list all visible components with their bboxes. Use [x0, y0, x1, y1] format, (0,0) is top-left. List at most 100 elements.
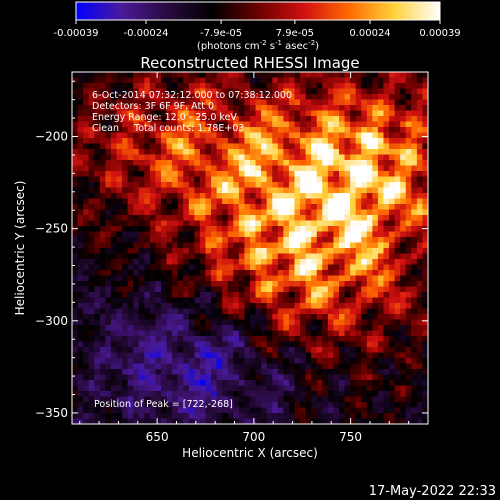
heatmap-pixel [361, 297, 368, 304]
heatmap-pixel [94, 253, 101, 260]
heatmap-pixel [266, 264, 273, 271]
heatmap-pixel [88, 303, 95, 309]
heatmap-pixel [99, 231, 106, 238]
heatmap-pixel [144, 182, 151, 188]
heatmap-pixel [327, 171, 334, 177]
heatmap-pixel [311, 314, 318, 320]
heatmap-pixel [361, 369, 368, 375]
heatmap-pixel [283, 209, 290, 216]
heatmap-pixel [416, 149, 423, 155]
heatmap-pixel [366, 253, 373, 260]
heatmap-pixel [422, 303, 428, 309]
heatmap-pixel [344, 363, 351, 370]
heatmap-pixel [322, 363, 329, 370]
heatmap-pixel [405, 358, 412, 364]
heatmap-pixel [166, 226, 173, 232]
heatmap-pixel [105, 380, 112, 386]
heatmap-pixel [155, 121, 162, 128]
heatmap-pixel [288, 363, 295, 370]
heatmap-pixel [188, 363, 195, 370]
heatmap-pixel [105, 303, 112, 309]
heatmap-pixel [300, 319, 306, 326]
heatmap-pixel [244, 374, 251, 381]
heatmap-pixel [372, 374, 379, 381]
heatmap-pixel [110, 270, 117, 276]
heatmap-pixel [116, 132, 123, 139]
heatmap-pixel [205, 281, 212, 287]
heatmap-pixel [305, 182, 312, 188]
heatmap-pixel [244, 281, 251, 287]
heatmap-pixel [183, 418, 190, 424]
heatmap-pixel [411, 165, 418, 172]
heatmap-pixel [122, 72, 128, 78]
heatmap-pixel [105, 308, 112, 315]
heatmap-pixel [350, 154, 356, 161]
heatmap-pixel [227, 204, 234, 210]
heatmap-pixel [339, 160, 345, 166]
heatmap-pixel [383, 341, 390, 348]
heatmap-pixel [238, 325, 245, 331]
heatmap-pixel [199, 160, 206, 166]
heatmap-pixel [261, 253, 267, 260]
heatmap-pixel [149, 149, 156, 155]
heatmap-pixel [116, 341, 123, 348]
heatmap-pixel [333, 248, 340, 254]
heatmap-pixel [405, 264, 412, 271]
heatmap-pixel [105, 363, 112, 370]
heatmap-pixel [83, 193, 89, 199]
heatmap-pixel [155, 369, 162, 375]
heatmap-pixel [266, 149, 273, 155]
heatmap-pixel [372, 292, 379, 298]
heatmap-pixel [149, 237, 156, 243]
heatmap-pixel [277, 83, 284, 89]
heatmap-pixel [261, 231, 267, 238]
heatmap-pixel [266, 182, 273, 188]
heatmap-pixel [344, 127, 351, 133]
heatmap-pixel [411, 330, 418, 337]
heatmap-pixel [394, 418, 401, 424]
heatmap-pixel [122, 88, 128, 95]
heatmap-pixel [188, 127, 195, 133]
heatmap-pixel [255, 198, 262, 205]
heatmap-pixel [77, 402, 84, 408]
heatmap-pixel [383, 391, 390, 397]
heatmap-pixel [266, 341, 273, 348]
heatmap-pixel [361, 121, 368, 128]
heatmap-pixel [116, 220, 123, 227]
heatmap-pixel [205, 259, 212, 265]
heatmap-pixel [355, 413, 362, 419]
heatmap-pixel [361, 330, 368, 337]
heatmap-pixel [344, 341, 351, 348]
heatmap-pixel [144, 396, 151, 403]
heatmap-pixel [244, 319, 251, 326]
heatmap-pixel [238, 110, 245, 117]
y-tick-label: −300 [35, 314, 68, 328]
heatmap-pixel [389, 319, 395, 326]
heatmap-pixel [272, 264, 279, 271]
heatmap-pixel [383, 193, 390, 199]
heatmap-pixel [205, 226, 212, 232]
heatmap-pixel [277, 314, 284, 320]
heatmap-pixel [339, 209, 345, 216]
heatmap-pixel [361, 132, 368, 139]
heatmap-pixel [110, 198, 117, 205]
heatmap-pixel [377, 121, 384, 128]
heatmap-pixel [149, 253, 156, 260]
heatmap-pixel [233, 325, 240, 331]
heatmap-pixel [99, 149, 106, 155]
heatmap-pixel [161, 149, 167, 155]
heatmap-pixel [149, 270, 156, 276]
heatmap-pixel [394, 407, 401, 414]
heatmap-pixel [244, 209, 251, 216]
heatmap-pixel [300, 270, 306, 276]
heatmap-pixel [411, 275, 418, 282]
heatmap-pixel [138, 149, 145, 155]
heatmap-pixel [88, 77, 95, 84]
heatmap-pixel [344, 237, 351, 243]
heatmap-pixel [99, 237, 106, 243]
heatmap-pixel [105, 413, 112, 419]
heatmap-pixel [172, 94, 178, 100]
heatmap-pixel [288, 308, 295, 315]
heatmap-pixel [166, 198, 173, 205]
heatmap-pixel [333, 193, 340, 199]
